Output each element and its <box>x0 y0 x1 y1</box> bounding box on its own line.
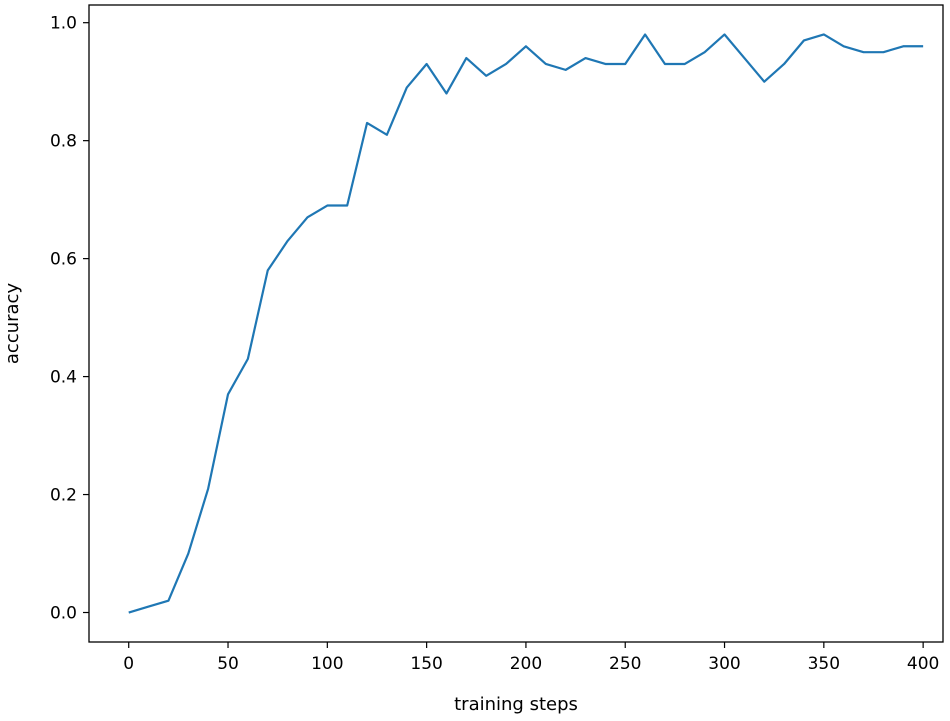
plot-frame <box>88 4 944 643</box>
x-tick-label: 350 <box>808 654 840 674</box>
x-tick-label: 0 <box>123 654 134 674</box>
x-tick-label: 50 <box>217 654 239 674</box>
x-tick-label: 400 <box>907 654 939 674</box>
y-tick-label: 1.0 <box>50 14 77 34</box>
y-tick-label: 0.4 <box>50 368 77 388</box>
x-tick-label: 300 <box>708 654 740 674</box>
x-tick-label: 250 <box>609 654 641 674</box>
y-axis-ticks: 0.0 0.2 0.4 0.6 0.8 1.0 <box>50 14 89 624</box>
y-tick-label: 0.0 <box>50 604 77 624</box>
y-tick-label: 0.8 <box>50 132 77 152</box>
series-line <box>128 33 924 614</box>
x-tick-label: 200 <box>510 654 542 674</box>
x-axis-ticks: 0 50 100 150 200 250 300 350 400 <box>123 642 939 674</box>
x-tick-label: 150 <box>410 654 442 674</box>
y-axis-label: accuracy <box>2 283 23 365</box>
x-tick-label: 100 <box>311 654 343 674</box>
y-tick-label: 0.6 <box>50 250 77 270</box>
y-tick-label: 0.2 <box>50 486 77 506</box>
x-axis-label: training steps <box>454 694 578 715</box>
series-layer <box>128 33 924 614</box>
